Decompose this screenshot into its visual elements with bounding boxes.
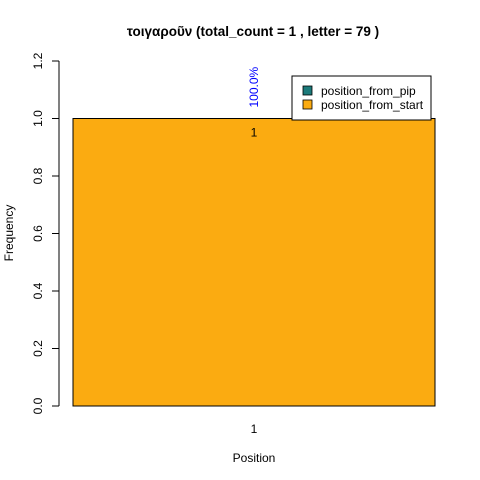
y-axis-label: Frequency	[2, 205, 16, 262]
legend-label-position-from-start: position_from_start	[321, 98, 424, 112]
x-axis: 1	[251, 422, 258, 436]
y-tick-label: 1.2	[31, 52, 45, 69]
x-tick-label: 1	[251, 422, 258, 436]
x-axis-label: Position	[233, 451, 276, 465]
bar-percent-label: 100.0%	[247, 66, 261, 107]
legend-box	[291, 75, 432, 121]
legend-label-position-from-pip: position_from_pip	[321, 84, 416, 98]
legend-swatch-position-from-pip	[302, 85, 313, 96]
y-tick-label: 0.0	[31, 397, 45, 414]
y-tick-label: 0.4	[31, 282, 45, 299]
y-tick-label: 0.2	[31, 340, 45, 357]
y-tick-label: 0.6	[31, 225, 45, 242]
y-tick-label: 0.8	[31, 167, 45, 184]
chart-title: τοιγαροῦν (total_count = 1 , letter = 79…	[127, 24, 379, 39]
bar-position-from-start	[72, 118, 436, 407]
y-axis: 0.0 0.2 0.4 0.6 0.8 1.0 1.2	[31, 52, 60, 414]
bar-count-label: 1	[251, 126, 258, 140]
y-tick-label: 1.0	[31, 110, 45, 127]
legend: position_from_pip position_from_start	[291, 75, 432, 121]
legend-swatch-position-from-start	[302, 99, 313, 110]
bars-group: 1 100.0%	[72, 66, 436, 407]
